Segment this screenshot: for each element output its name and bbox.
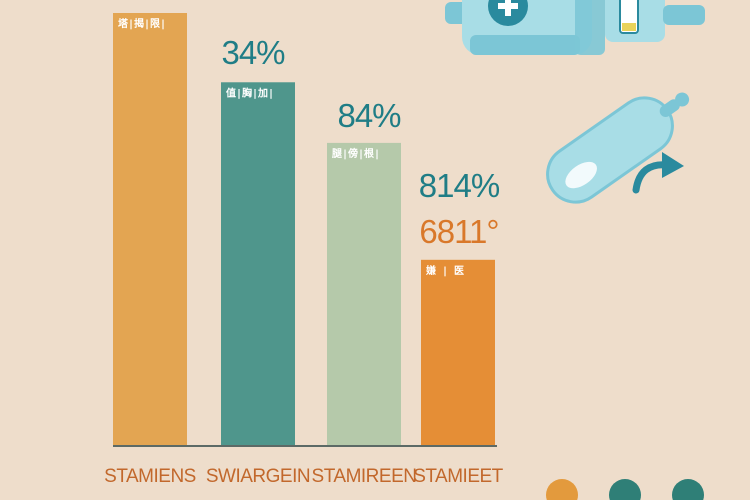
capsule-icon	[546, 92, 690, 204]
bar-1	[113, 13, 187, 446]
value-label-3: 814%	[419, 167, 500, 204]
category-label-3: STAMIREEN	[312, 466, 417, 487]
decorative-dots	[546, 479, 704, 500]
value-label-4: 6811°	[419, 213, 498, 250]
bar-tag-4: 嫌 | 医	[425, 264, 464, 277]
dot-teal-2	[672, 479, 704, 500]
bar-tag-1: 塔|揭|限|	[118, 17, 166, 30]
bars-layer	[113, 13, 495, 446]
bar-4	[421, 259, 495, 446]
category-label-4: STAMIEET	[413, 466, 503, 487]
value-label-1: 34%	[221, 34, 285, 71]
curved-arrow-icon	[632, 152, 684, 194]
value-label-2: 84%	[337, 97, 401, 134]
bar-2	[221, 82, 295, 446]
bar-tag-3: 腿|傍|根|	[332, 147, 380, 160]
bar-tag-2: 值|胸|加|	[226, 86, 274, 99]
syringe-icon	[445, 0, 705, 55]
category-label-2: SWIARGEIN	[206, 466, 310, 487]
labels-layer: 塔|揭|限| STAMIENS 值|胸|加| SWIARGEIN 腿|傍|根| STAMI…	[104, 17, 504, 487]
dot-orange	[546, 479, 578, 500]
bar-3	[327, 142, 401, 446]
category-label-1: STAMIENS	[104, 466, 196, 487]
dot-teal-1	[609, 479, 641, 500]
